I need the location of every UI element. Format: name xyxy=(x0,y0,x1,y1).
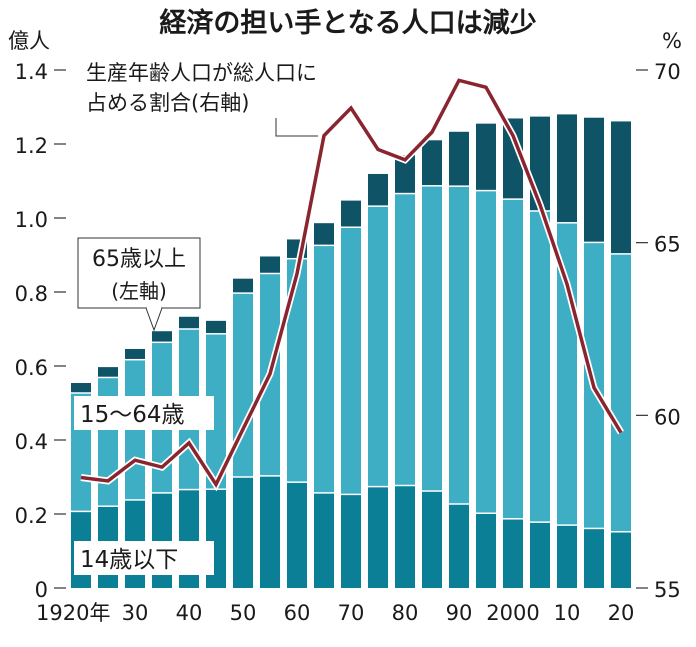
series-label-65plus: 65歳以上 xyxy=(92,247,186,272)
bar-segment-2010-0-14 xyxy=(557,525,577,588)
left-tick-label: 1.0 xyxy=(15,208,48,232)
bar-segment-1945-65plus xyxy=(206,320,226,334)
x-tick-label: 70 xyxy=(338,601,365,625)
left-tick-label: 0.2 xyxy=(15,504,48,528)
x-tick-label: 60 xyxy=(284,601,311,625)
bar-segment-1965-65plus xyxy=(314,223,334,245)
bar-segment-1940-65plus xyxy=(179,316,199,329)
bar-segment-1945-15-64 xyxy=(206,334,226,489)
bar-segment-1980-65plus xyxy=(395,155,415,193)
bar-segment-1970-65plus xyxy=(341,200,361,227)
x-tick-label: 2000 xyxy=(486,601,539,625)
bar-segment-1960-0-14 xyxy=(287,482,307,588)
x-tick-label: 40 xyxy=(176,601,203,625)
bar-segment-1985-65plus xyxy=(422,140,442,186)
bar-segment-1970-15-64 xyxy=(341,227,361,494)
bar-segment-1975-65plus xyxy=(368,173,388,206)
right-tick-label: 70 xyxy=(654,60,681,84)
series-label-0-14: 14歳以下 xyxy=(80,547,178,573)
bar-segment-1980-0-14 xyxy=(395,486,415,588)
bar-segment-2020-15-64 xyxy=(611,254,631,531)
bar-segment-1980-15-64 xyxy=(395,194,415,485)
bar-segment-2010-65plus xyxy=(557,114,577,223)
x-tick-label: 20 xyxy=(608,601,635,625)
bar-segment-2020-0-14 xyxy=(611,532,631,588)
label-box-0-14 xyxy=(74,541,214,575)
bar-segment-2015-65plus xyxy=(584,117,604,242)
bar-segment-1950-65plus xyxy=(233,278,253,293)
bar-segment-1935-65plus xyxy=(152,331,172,342)
right-tick-label: 60 xyxy=(654,405,681,429)
bar-segment-1920-65plus xyxy=(71,383,91,393)
bar-segment-1930-65plus xyxy=(125,348,145,359)
x-tick-label: 90 xyxy=(446,601,473,625)
x-tick-label: 10 xyxy=(554,601,581,625)
x-tick-label: 1920年 xyxy=(36,601,110,625)
ratio-line xyxy=(80,78,623,488)
bar-segment-2000-15-64 xyxy=(503,199,523,519)
line-label-2: 占める割合(右軸) xyxy=(86,91,249,115)
left-axis-unit: 億人 xyxy=(8,29,50,53)
bar-segment-1975-0-14 xyxy=(368,487,388,588)
bar-segment-1990-65plus xyxy=(449,131,469,186)
bar-segment-1985-0-14 xyxy=(422,491,442,588)
series-sublabel-65plus: (左軸) xyxy=(111,279,167,303)
left-tick-label: 0 xyxy=(35,578,48,602)
x-tick-label: 50 xyxy=(230,601,257,625)
left-tick-label: 1.2 xyxy=(15,134,48,158)
bar-segment-2005-15-64 xyxy=(530,211,550,522)
line-label-leader xyxy=(275,118,318,137)
bar-segment-1990-0-14 xyxy=(449,504,469,588)
bar-segment-1995-0-14 xyxy=(476,514,496,588)
bar-segment-1970-0-14 xyxy=(341,495,361,588)
bar-segment-1925-65plus xyxy=(98,367,118,377)
bar-segment-2000-65plus xyxy=(503,118,523,199)
bar-segment-1985-15-64 xyxy=(422,186,442,491)
label-box-65plus xyxy=(77,237,201,309)
right-tick-label: 65 xyxy=(654,233,681,257)
left-tick-label: 0.8 xyxy=(15,282,48,306)
bar-segment-2005-0-14 xyxy=(530,522,550,588)
bar-segment-1955-65plus xyxy=(260,256,280,273)
x-tick-label: 30 xyxy=(122,601,149,625)
bar-segment-1965-0-14 xyxy=(314,493,334,588)
right-tick-label: 55 xyxy=(654,578,681,602)
bar-segment-2000-0-14 xyxy=(503,519,523,588)
chart-title: 経済の担い手となる人口は減少 xyxy=(159,7,536,39)
bar-segment-2020-65plus xyxy=(611,121,631,254)
series-label-15-64: 15〜64歳 xyxy=(80,402,185,428)
left-tick-label: 0.6 xyxy=(15,356,48,380)
bar-segment-1975-15-64 xyxy=(368,206,388,486)
bar-segment-1950-0-14 xyxy=(233,477,253,588)
bar-segment-1990-15-64 xyxy=(449,186,469,504)
bar-segment-1960-15-64 xyxy=(287,259,307,482)
bar-segment-1965-15-64 xyxy=(314,246,334,493)
bar-segment-1995-65plus xyxy=(476,123,496,190)
line-label-1: 生産年齢人口が総人口に xyxy=(86,61,317,85)
label-box-15-64 xyxy=(74,396,214,430)
bar-segment-2015-0-14 xyxy=(584,529,604,588)
bar-segment-1995-15-64 xyxy=(476,191,496,513)
left-tick-label: 1.4 xyxy=(15,60,48,84)
bar-segment-1955-0-14 xyxy=(260,476,280,588)
label-pointer-65plus xyxy=(145,307,163,332)
left-tick-label: 0.4 xyxy=(15,430,48,454)
bar-segment-1950-15-64 xyxy=(233,293,253,477)
label-box-ratio xyxy=(80,52,308,118)
x-tick-label: 80 xyxy=(392,601,419,625)
right-axis-unit: % xyxy=(662,29,682,53)
